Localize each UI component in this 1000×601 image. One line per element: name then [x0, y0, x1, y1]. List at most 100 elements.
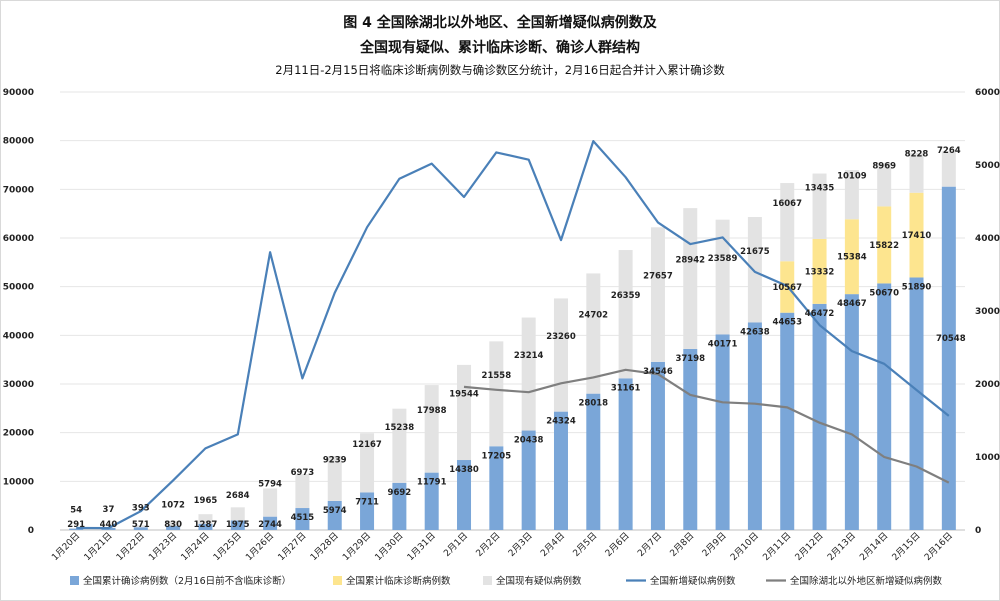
bar-segment	[586, 393, 601, 530]
left-y-tick-label: 0	[28, 526, 34, 536]
bar-segment	[457, 364, 472, 461]
x-tick-label: 2月10日	[728, 530, 761, 563]
legend: 全国累计确诊病例数（2月16日前不含临床诊断） 全国累计临床诊断病例数 全国现有疑似…	[70, 575, 943, 587]
bar-segment	[844, 219, 859, 295]
data-label: 28942	[675, 256, 705, 266]
data-label: 2744	[258, 520, 282, 530]
data-label: 7264	[937, 146, 961, 156]
bar-segment	[844, 294, 859, 530]
left-y-tick-label: 20000	[3, 429, 34, 439]
bar-segment	[909, 152, 924, 193]
data-label: 31161	[611, 383, 641, 393]
data-label: 10109	[837, 172, 867, 182]
bar-segment	[909, 192, 924, 278]
bar-segment	[553, 298, 568, 412]
x-tick-label: 2月11日	[761, 530, 794, 563]
x-tick-label: 2月1日	[442, 530, 471, 559]
bar-segment	[327, 455, 342, 501]
data-label: 6973	[291, 468, 315, 478]
data-label: 2684	[226, 491, 250, 501]
data-label: 12167	[352, 440, 382, 450]
data-label: 8228	[905, 150, 929, 160]
bar-segment	[198, 523, 213, 530]
series-line	[463, 368, 950, 484]
right-y-tick-label: 0	[975, 526, 981, 536]
data-label: 37	[103, 505, 115, 515]
bar-segment	[877, 283, 892, 530]
chart-title: 图 4 全国除湖北以外地区、全国新增疑似病例数及	[343, 14, 657, 31]
x-tick-label: 1月22日	[114, 530, 147, 563]
line-series	[76, 140, 950, 530]
legend-swatch	[333, 576, 342, 585]
x-tick-label: 2月4日	[538, 530, 567, 559]
right-y-axis: 0 1000 2000 3000 4000 5000 6000	[975, 88, 1000, 536]
data-label: 1072	[161, 500, 185, 510]
data-label: 7711	[355, 497, 379, 507]
bar-segment	[489, 341, 504, 447]
x-tick-label: 1月31日	[405, 530, 438, 563]
bar-segment	[683, 208, 698, 349]
bar-segment	[360, 492, 375, 530]
x-tick-label: 2月8日	[668, 530, 697, 559]
data-label: 17410	[902, 231, 932, 241]
data-label: 34546	[643, 367, 673, 377]
data-label: 9239	[323, 455, 347, 465]
data-label: 24324	[546, 417, 576, 427]
right-y-tick-label: 2000	[975, 380, 1000, 390]
data-label: 28018	[579, 399, 609, 409]
data-label: 42638	[740, 327, 770, 337]
bar-segment	[747, 322, 762, 530]
right-y-tick-label: 5000	[975, 161, 1000, 171]
x-tick-label: 1月28日	[308, 530, 341, 563]
x-tick-label: 1月24日	[179, 530, 212, 563]
x-tick-label: 1月27日	[276, 530, 309, 563]
x-tick-label: 2月15日	[890, 530, 923, 563]
bar-segment	[360, 433, 375, 493]
x-tick-label: 2月13日	[825, 530, 858, 563]
x-axis: 1月20日 1月21日 1月22日 1月23日 1月24日 1月25日 1月26日 1月27日…	[50, 530, 955, 563]
legend-swatch	[483, 576, 492, 585]
x-tick-label: 1月30日	[373, 530, 406, 563]
x-tick-label: 1月26日	[244, 530, 277, 563]
legend-label: 全国累计临床诊断病例数	[346, 575, 451, 587]
data-label: 27657	[643, 272, 673, 282]
data-label: 11791	[417, 478, 447, 488]
chart-subtitle: 2月11日-2月15日将临床诊断病例数与确诊数区分统计，2月16日起合并计入累计…	[275, 63, 725, 77]
data-label: 50670	[869, 288, 899, 298]
bar-segment	[909, 277, 924, 530]
data-label: 1965	[194, 496, 218, 506]
data-label: 571	[132, 520, 150, 530]
data-label: 17205	[482, 451, 512, 461]
bar-segment	[457, 460, 472, 530]
data-label: 37198	[675, 354, 705, 364]
data-label: 26359	[611, 291, 641, 301]
bar-segment	[166, 525, 181, 530]
data-label: 15238	[385, 423, 415, 433]
data-label: 46472	[805, 309, 835, 319]
left-y-tick-label: 70000	[3, 185, 34, 195]
data-label: 16067	[772, 199, 802, 209]
x-tick-label: 2月7日	[635, 530, 664, 559]
data-label: 15822	[869, 241, 899, 251]
bar-segment	[521, 317, 536, 431]
bar-segment	[618, 378, 633, 530]
bar-segment	[715, 219, 730, 335]
data-label: 21675	[740, 247, 770, 257]
bar-segment	[327, 500, 342, 530]
bar-segment	[844, 170, 859, 220]
x-tick-label: 2月3日	[506, 530, 535, 559]
bar-segment	[812, 238, 827, 304]
bar-segment	[877, 162, 892, 207]
legend-label: 全国现有疑似病例数	[496, 575, 582, 587]
bar-segment	[392, 482, 407, 530]
bar-segment	[263, 516, 278, 530]
data-label: 51890	[902, 282, 932, 292]
legend-label: 全国除湖北以外地区新增疑似病例数	[790, 575, 943, 587]
bar-segment	[812, 303, 827, 530]
data-label: 5974	[323, 506, 347, 516]
left-y-tick-label: 60000	[3, 234, 34, 244]
data-label: 20438	[514, 436, 544, 446]
data-label: 13332	[805, 267, 835, 277]
data-label: 17988	[417, 406, 447, 416]
bar-segment	[489, 446, 504, 530]
